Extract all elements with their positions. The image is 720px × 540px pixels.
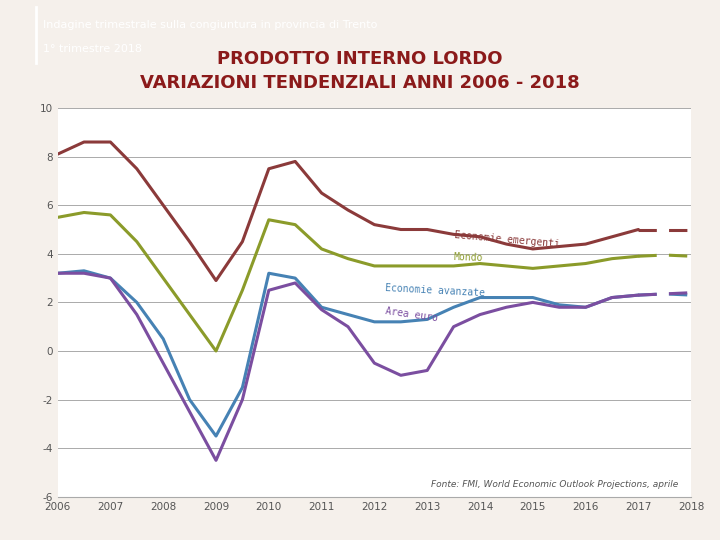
Text: Mondo: Mondo bbox=[454, 252, 483, 263]
Text: Area euro: Area euro bbox=[385, 306, 438, 323]
Text: PRODOTTO INTERNO LORDO
VARIAZIONI TENDENZIALI ANNI 2006 - 2018: PRODOTTO INTERNO LORDO VARIAZIONI TENDEN… bbox=[140, 50, 580, 92]
Text: Indagine trimestrale sulla congiuntura in provincia di Trento: Indagine trimestrale sulla congiuntura i… bbox=[43, 19, 377, 30]
Text: Economie avanzate: Economie avanzate bbox=[385, 282, 485, 298]
Text: 1° trimestre 2018: 1° trimestre 2018 bbox=[43, 44, 142, 54]
Text: Fonte: FMI, World Economic Outlook Projections, aprile: Fonte: FMI, World Economic Outlook Proje… bbox=[431, 480, 678, 489]
Text: Economie emergenti: Economie emergenti bbox=[454, 230, 560, 249]
